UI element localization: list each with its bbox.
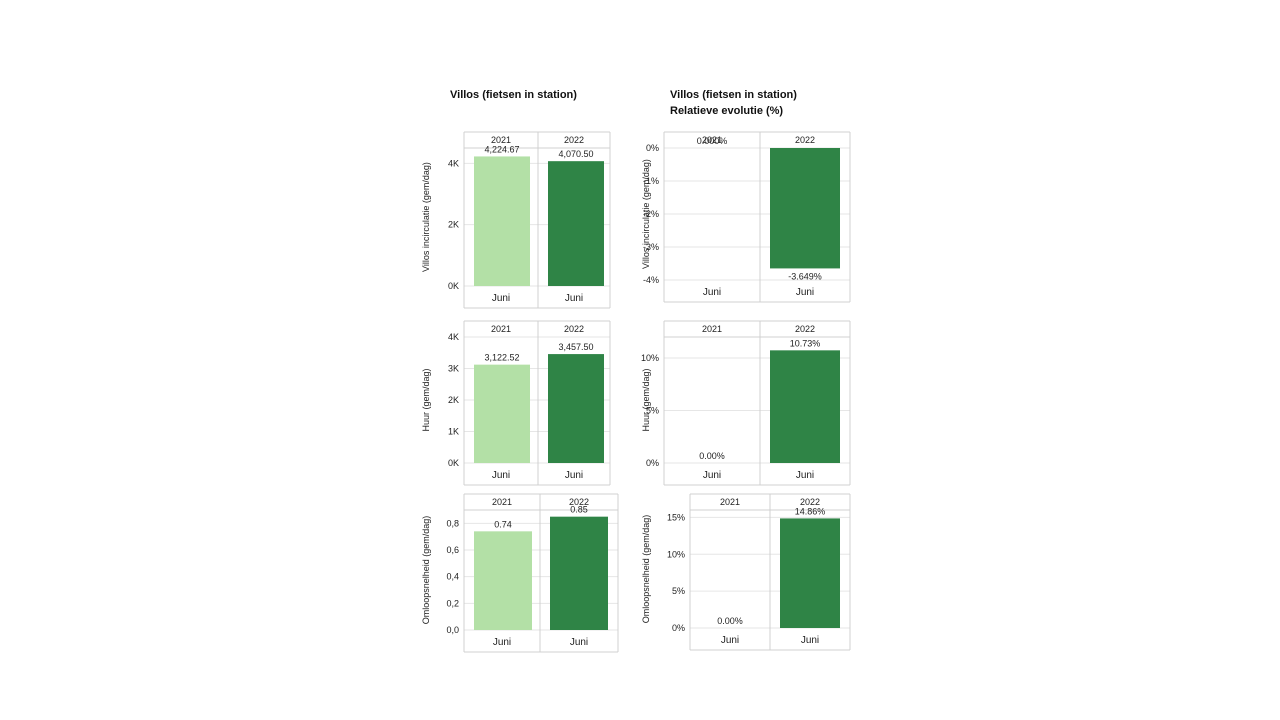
x-category-label: Juni <box>703 287 721 298</box>
y-tick-label: 0% <box>646 458 659 468</box>
y-tick-label: 2K <box>448 395 459 405</box>
chart-panel: Omloopsnelheid (gem/dag) 0,0 0,2 0,4 0,6 0,8 2… <box>410 488 620 658</box>
right-title: Villos (fietsen in station) <box>670 89 797 101</box>
data-label: 14.86% <box>795 506 826 516</box>
data-label: 0.74 <box>494 519 512 529</box>
y-tick-label: 4K <box>448 158 459 168</box>
data-label: 0.000% <box>697 136 728 146</box>
chart-panel: Villos incirculatie (gem/dag) 0K 2K 4K 2021 4… <box>410 130 620 309</box>
chart-panel: Huur (gem/dag) 0K 1K 2K 3K 4K 2021 3,122.52 Juni… <box>410 315 620 486</box>
bar-2021 <box>474 156 530 286</box>
bar-2022 <box>548 354 604 463</box>
y-tick-label: 5% <box>672 586 685 596</box>
data-label: 3,457.50 <box>558 342 593 352</box>
column-header-year: 2022 <box>800 497 820 507</box>
y-tick-label: -4% <box>643 275 659 285</box>
data-label: 4,224.67 <box>484 144 519 154</box>
chart-panel: Huur (gem/dag) 0% 5% 10% 2021 0.00% Juni 2022 10… <box>630 315 855 486</box>
y-tick-label: 0,2 <box>446 598 459 608</box>
y-axis-label: Huur (gem/dag) <box>641 368 651 432</box>
y-tick-label: 0K <box>448 458 459 468</box>
y-tick-label: 0% <box>672 623 685 633</box>
x-category-label: Juni <box>796 287 814 298</box>
x-category-label: Juni <box>492 293 510 304</box>
right-subtitle: Relatieve evolutie (%) <box>670 105 784 117</box>
y-tick-label: 15% <box>667 512 685 522</box>
chart-svg: 0% 5% 10% 2021 0.00% Juni 2022 10.73% Juni <box>641 320 851 486</box>
data-label: 0.85 <box>570 505 588 515</box>
column-header-year: 2022 <box>564 324 584 334</box>
column-header-year: 2021 <box>702 135 722 145</box>
x-category-label: Juni <box>493 637 511 648</box>
data-label: -3.649% <box>788 271 822 281</box>
data-label: 10.73% <box>790 338 821 348</box>
data-label: 0.00% <box>717 616 743 626</box>
data-label: 4,070.50 <box>558 149 593 159</box>
chart-svg: 0K 1K 2K 3K 4K 2021 3,122.52 Juni 2022 3,457.50 Ju… <box>448 320 611 486</box>
y-tick-label: 1K <box>448 427 459 437</box>
data-label: 0.00% <box>699 451 725 461</box>
y-tick-label: 10% <box>667 549 685 559</box>
bar-2021 <box>474 531 532 630</box>
x-category-label: Juni <box>492 470 510 481</box>
y-axis-label: Huur (gem/dag) <box>421 368 431 432</box>
y-tick-label: 0K <box>448 281 459 291</box>
y-axis-label: Omloopsnelheid (gem/dag) <box>641 514 651 624</box>
y-tick-label: 0% <box>646 143 659 153</box>
chart-panel: Omloopsnelheid (gem/dag) 0% 5% 10% 15% 2021 0.… <box>630 488 855 658</box>
y-tick-label: 0,8 <box>446 518 459 528</box>
x-category-label: Juni <box>565 470 583 481</box>
y-axis-label: Villos incirculatie (gem/dag) <box>641 159 651 269</box>
y-tick-label: -1% <box>643 176 659 186</box>
y-tick-label: 10% <box>641 353 659 363</box>
column-header-year: 2021 <box>492 497 512 507</box>
y-tick-label: 5% <box>646 406 659 416</box>
bar-2022 <box>780 518 840 628</box>
y-tick-label: 3K <box>448 364 459 374</box>
y-tick-label: -3% <box>643 242 659 252</box>
x-category-label: Juni <box>796 470 814 481</box>
data-label: 3,122.52 <box>484 353 519 363</box>
column-header-year: 2022 <box>795 135 815 145</box>
y-tick-label: 4K <box>448 332 459 342</box>
x-category-label: Juni <box>721 635 739 646</box>
left-title: Villos (fietsen in station) <box>450 89 577 101</box>
x-category-label: Juni <box>565 293 583 304</box>
x-category-label: Juni <box>570 637 588 648</box>
column-header-year: 2021 <box>491 135 511 145</box>
x-category-label: Juni <box>703 470 721 481</box>
bar-2021 <box>474 364 530 463</box>
column-header-year: 2021 <box>702 324 722 334</box>
bar-2022 <box>770 148 840 269</box>
x-category-label: Juni <box>801 635 819 646</box>
y-tick-label: 0,0 <box>446 625 459 635</box>
y-axis-label: Villos incirculatie (gem/dag) <box>421 162 431 272</box>
y-tick-label: -2% <box>643 209 659 219</box>
bar-2022 <box>770 350 840 463</box>
y-tick-label: 2K <box>448 220 459 230</box>
bar-2022 <box>550 516 608 630</box>
bar-2022 <box>548 161 604 286</box>
column-header-year: 2022 <box>569 497 589 507</box>
y-tick-label: 0,6 <box>446 545 459 555</box>
column-header-year: 2022 <box>795 324 815 334</box>
y-axis-label: Omloopsnelheid (gem/dag) <box>421 515 431 625</box>
column-header-year: 2021 <box>720 497 740 507</box>
y-tick-label: 0,4 <box>446 572 459 582</box>
chart-panel: Villos incirculatie (gem/dag) 0% -1% -2% -3%… <box>630 130 855 305</box>
column-header-year: 2022 <box>564 135 584 145</box>
column-header-year: 2021 <box>491 324 511 334</box>
